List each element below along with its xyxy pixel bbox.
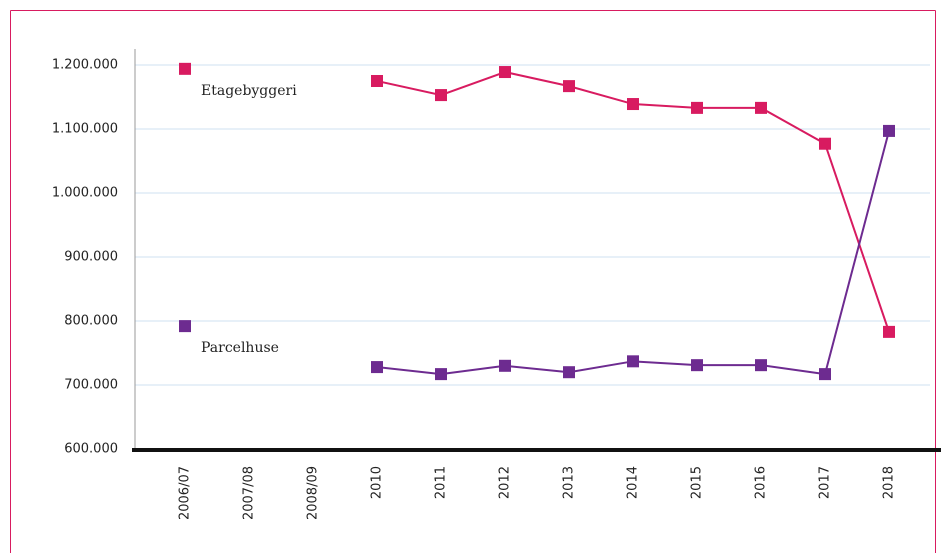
marker bbox=[563, 366, 575, 379]
series-label: Parcelhuse bbox=[201, 340, 279, 356]
y-tick-label: 600.000 bbox=[64, 442, 118, 457]
y-tick-label: 700.000 bbox=[64, 378, 118, 393]
x-tick-label: 2008/09 bbox=[306, 466, 321, 520]
x-tick-label: 2013 bbox=[562, 466, 577, 499]
marker bbox=[883, 325, 895, 338]
x-tick-label: 2018 bbox=[882, 466, 897, 499]
x-tick-label: 2011 bbox=[434, 466, 449, 499]
marker bbox=[371, 75, 383, 87]
marker bbox=[819, 137, 831, 150]
series-label: Etagebyggeri bbox=[201, 83, 297, 99]
x-tick-label: 2015 bbox=[690, 466, 705, 499]
marker bbox=[627, 98, 639, 111]
marker bbox=[563, 80, 575, 93]
y-tick-label: 1.200.000 bbox=[52, 58, 118, 73]
x-tick-label: 2006/07 bbox=[178, 466, 193, 520]
x-tick-label: 2014 bbox=[626, 466, 641, 499]
series-line bbox=[376, 130, 890, 376]
y-tick-label: 1.100.000 bbox=[52, 122, 118, 137]
marker bbox=[755, 359, 767, 372]
marker bbox=[179, 62, 191, 75]
marker bbox=[883, 124, 895, 137]
x-tick-label: 2007/08 bbox=[242, 466, 257, 520]
series-line bbox=[376, 71, 890, 333]
marker bbox=[435, 89, 447, 102]
marker bbox=[755, 101, 767, 114]
marker bbox=[819, 368, 831, 381]
marker bbox=[627, 355, 639, 368]
marker bbox=[435, 368, 447, 381]
x-tick-label: 2017 bbox=[818, 466, 833, 499]
marker bbox=[371, 361, 383, 374]
marker bbox=[499, 359, 511, 372]
x-tick-label: 2010 bbox=[370, 466, 385, 499]
marker bbox=[691, 359, 703, 372]
x-tick-label: 2012 bbox=[498, 466, 513, 499]
marker bbox=[691, 101, 703, 114]
y-tick-label: 900.000 bbox=[64, 250, 118, 265]
y-tick-label: 800.000 bbox=[64, 314, 118, 329]
y-tick-label: 1.000.000 bbox=[52, 186, 118, 201]
marker bbox=[499, 66, 511, 79]
marker bbox=[179, 320, 191, 333]
x-tick-label: 2016 bbox=[754, 466, 769, 499]
